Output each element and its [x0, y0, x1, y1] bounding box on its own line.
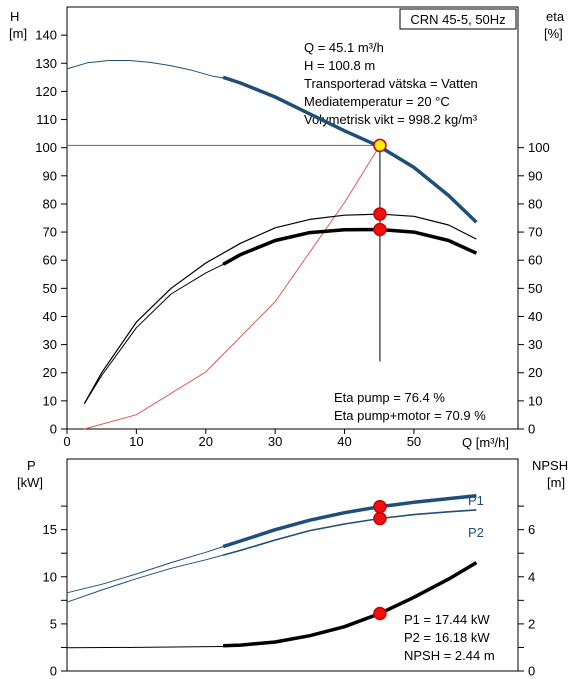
flow-tick-label: 10 [129, 434, 143, 449]
model-label-box [399, 8, 517, 30]
head-curve [222, 75, 478, 224]
npsh-point-marker [373, 606, 387, 621]
head-tick-label: 130 [35, 56, 57, 71]
flow-axis-label: Q [m³/h] [462, 435, 509, 450]
head-tick-label: 80 [43, 196, 57, 211]
npsh-thin-curve [66, 646, 224, 649]
power-point-marker [373, 499, 387, 514]
power-axis-ticks: 0 5 10 15 0 2 4 6 [43, 505, 535, 679]
eta-pump-curve [83, 213, 477, 404]
head-tick-label: 20 [43, 365, 57, 380]
eta-axis-unit: [%] [544, 26, 563, 41]
info-eta-pump: Eta pump = 76.4 % [334, 390, 445, 405]
p2-thin-curve [66, 554, 224, 603]
model-label: CRN 45-5, 50Hz [410, 12, 505, 27]
power-npsh-panel: P [kW] NPSH [m] P1 P2 P1 = 17.44 kW P2 =… [17, 458, 568, 679]
p1-thin-curve [66, 546, 224, 594]
head-tick-label: 100 [35, 140, 57, 155]
flow-tick-label: 40 [337, 434, 351, 449]
head-axis-label: H [10, 9, 19, 24]
power-point-marker [373, 511, 387, 526]
power-info: P1 = 17.44 kW P2 = 16.18 kW NPSH = 2.44 … [404, 612, 495, 663]
eta-tick-label: 60 [528, 253, 542, 268]
head-plot-frame [66, 6, 519, 430]
info-p1: P1 = 17.44 kW [404, 612, 490, 627]
info-temperature: Mediatemperatur = 20 °C [304, 94, 450, 109]
head-tick-label: 50 [43, 281, 57, 296]
info-density: Volymetrisk vikt = 998.2 kg/m³ [304, 112, 478, 127]
eta-tick-label: 30 [528, 337, 542, 352]
power-tick-label: 15 [43, 522, 57, 537]
head-tick-label: 10 [43, 393, 57, 408]
power-axis-label: P [27, 458, 36, 473]
eta-total-curve [222, 227, 478, 266]
eta-tick-label: 90 [528, 168, 542, 183]
head-tick-label: 0 [50, 422, 57, 437]
flow-tick-label: 0 [63, 434, 70, 449]
info-eta-total: Eta pump+motor = 70.9 % [334, 408, 486, 423]
power-tick-label: 0 [50, 664, 57, 679]
efficiency-point-marker [373, 222, 387, 237]
head-axis-ticks: 0102030405060708090100110120130140010203… [35, 28, 549, 449]
power-axis-unit: [kW] [17, 475, 43, 490]
npsh-axis-label: NPSH [532, 458, 568, 473]
head-efficiency-panel: CRN 45-5, 50Hz H [m] eta [%] Q [m³/h] Q … [9, 6, 565, 450]
head-tick-label: 40 [43, 309, 57, 324]
head-tick-label: 120 [35, 84, 57, 99]
efficiency-info: Eta pump = 76.4 % Eta pump+motor = 70.9 … [334, 390, 486, 423]
power-plot-frame [66, 458, 519, 672]
power-tick-label: 5 [50, 616, 57, 631]
npsh-tick-label: 4 [528, 569, 535, 584]
flow-tick-label: 50 [407, 434, 421, 449]
eta-tick-label: 0 [528, 422, 535, 437]
npsh-tick-label: 6 [528, 522, 535, 537]
npsh-curve [223, 561, 478, 648]
eta-tick-label: 80 [528, 196, 542, 211]
info-npsh: NPSH = 2.44 m [404, 648, 495, 663]
operating-point-guides [67, 144, 381, 362]
head-axis-unit: [m] [9, 26, 27, 41]
head-tick-label: 70 [43, 225, 57, 240]
head-thin-curve [66, 60, 224, 79]
system-curve-curve [84, 145, 381, 430]
efficiency-point-marker [373, 207, 387, 221]
info-p2: P2 = 16.18 kW [404, 630, 490, 645]
npsh-tick-label: 2 [528, 616, 535, 631]
flow-tick-label: 20 [199, 434, 213, 449]
eta-tick-label: 10 [528, 393, 542, 408]
p1-curve [222, 493, 477, 549]
operating-point-info: Q = 45.1 m³/h H = 100.8 m Transporterad … [304, 40, 478, 127]
flow-tick-label: 30 [268, 434, 282, 449]
npsh-axis-unit: [m] [547, 475, 565, 490]
npsh-tick-label: 0 [528, 664, 535, 679]
eta-tick-label: 50 [528, 281, 542, 296]
head-tick-label: 30 [43, 337, 57, 352]
p2-series-label: P2 [468, 525, 484, 540]
p2-curve [222, 509, 477, 556]
eta-tick-label: 40 [528, 309, 542, 324]
duty-point-marker [373, 138, 387, 153]
head-tick-label: 110 [36, 112, 57, 127]
head-efficiency-points [373, 138, 387, 237]
head-tick-label: 90 [43, 168, 57, 183]
head-tick-label: 60 [43, 253, 57, 268]
eta-tick-label: 100 [528, 140, 550, 155]
eta-tick-label: 70 [528, 225, 542, 240]
power-tick-label: 10 [43, 569, 57, 584]
eta-total-thin-curve [83, 263, 224, 404]
info-liquid: Transporterad vätska = Vatten [304, 76, 478, 91]
power-npsh-points [373, 499, 387, 621]
power-npsh-curves [66, 493, 478, 649]
eta-tick-label: 20 [528, 365, 542, 380]
info-flow: Q = 45.1 m³/h [304, 40, 384, 55]
eta-axis-label: eta [546, 9, 565, 24]
head-efficiency-curves [66, 60, 478, 430]
head-tick-label: 140 [35, 28, 57, 43]
info-head: H = 100.8 m [304, 58, 375, 73]
